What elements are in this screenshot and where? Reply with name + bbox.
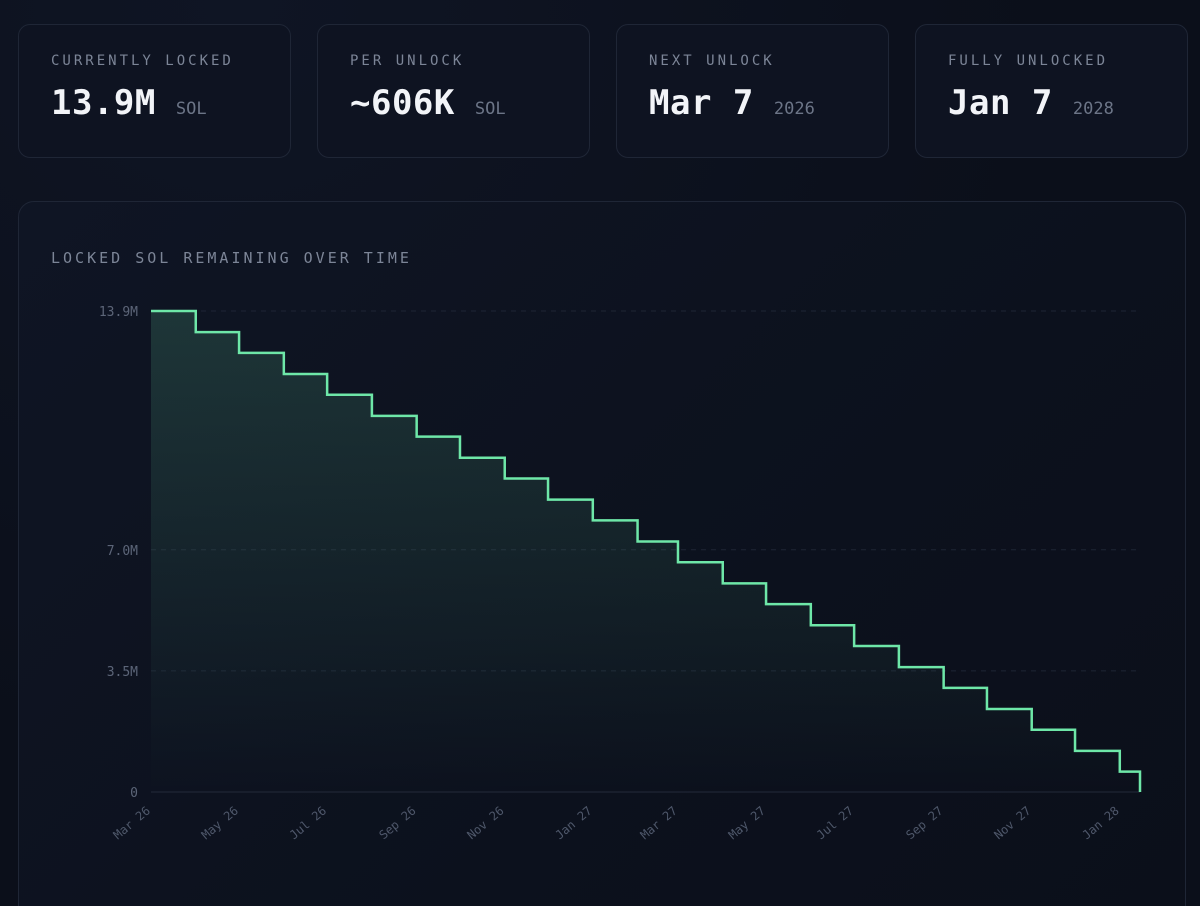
area-fill xyxy=(151,311,1140,792)
x-tick-label: Nov 26 xyxy=(464,804,506,843)
y-tick-label: 7.0M xyxy=(107,544,138,559)
stat-unit: SOL xyxy=(474,99,506,119)
stat-card-per-unlock: PER UNLOCK ~606K SOL xyxy=(317,24,590,158)
locked-sol-chart: 0 3.5M 7.0M 13.9M Mar 26 May 26 Jul 26 Sep 26 No… xyxy=(99,305,1142,843)
y-tick-label: 3.5M xyxy=(107,665,138,680)
x-tick-label: Jan 27 xyxy=(553,804,595,843)
stat-unit: 2026 xyxy=(773,99,815,119)
x-tick-label: Jul 26 xyxy=(287,804,329,843)
stat-value: ~606K xyxy=(350,83,455,123)
x-tick-label: Jul 27 xyxy=(814,804,856,843)
stat-unit: 2028 xyxy=(1072,99,1114,119)
stat-label: CURRENTLY LOCKED xyxy=(51,53,234,69)
chart-title: LOCKED SOL REMAINING OVER TIME xyxy=(51,249,412,267)
y-tick-label: 13.9M xyxy=(99,305,138,320)
stat-value: Mar 7 xyxy=(649,83,754,123)
stat-card-next-unlock: NEXT UNLOCK Mar 7 2026 xyxy=(616,24,889,158)
x-tick-label: Sep 26 xyxy=(376,804,418,843)
stat-label: FULLY UNLOCKED xyxy=(948,53,1109,69)
x-tick-label: Mar 26 xyxy=(111,804,153,843)
x-tick-label: Nov 27 xyxy=(991,804,1033,843)
stat-unit: SOL xyxy=(175,99,207,119)
stat-label: PER UNLOCK xyxy=(350,53,465,69)
y-tick-label: 0 xyxy=(130,786,138,801)
stat-card-fully-unlocked: FULLY UNLOCKED Jan 7 2028 xyxy=(915,24,1188,158)
series-line xyxy=(151,309,1142,792)
stat-label: NEXT UNLOCK xyxy=(649,53,775,69)
x-tick-label: May 27 xyxy=(726,804,768,843)
stats-row: CURRENTLY LOCKED 13.9M SOL PER UNLOCK ~6… xyxy=(18,24,1188,158)
x-tick-label: Sep 27 xyxy=(903,804,945,843)
chart-card: LOCKED SOL REMAINING OVER TIME 0 3.5M 7.0M… xyxy=(18,201,1186,906)
stat-card-currently-locked: CURRENTLY LOCKED 13.9M SOL xyxy=(18,24,291,158)
stat-value: Jan 7 xyxy=(948,83,1053,123)
x-tick-label: Jan 28 xyxy=(1080,804,1122,843)
x-tick-label: May 26 xyxy=(199,804,241,843)
stat-value: 13.9M xyxy=(51,83,156,123)
x-tick-label: Mar 27 xyxy=(638,804,680,843)
